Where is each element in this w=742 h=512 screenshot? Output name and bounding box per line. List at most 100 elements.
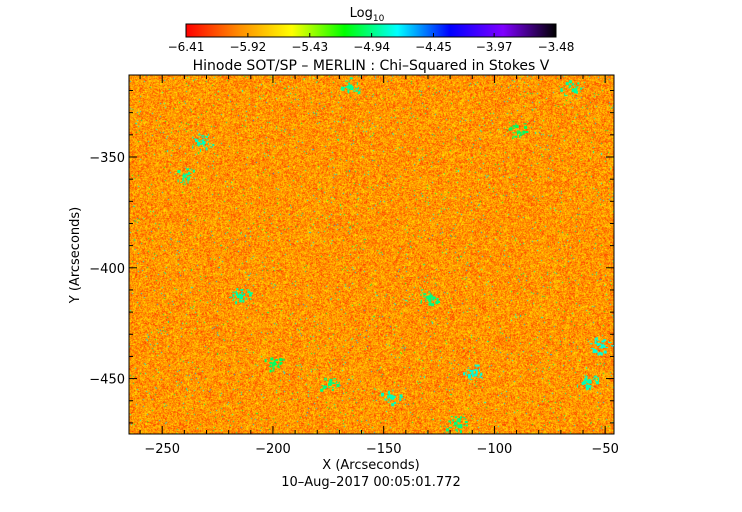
x-axis-label: X (Arcseconds)	[322, 458, 419, 473]
patch-speck	[471, 374, 475, 376]
patch-speck	[465, 424, 468, 427]
patch-speck	[381, 392, 384, 396]
patch-speck	[509, 127, 513, 131]
patch-speck	[277, 365, 280, 368]
patch-speck	[464, 421, 468, 423]
patch-speck	[349, 77, 353, 80]
patch-speck	[273, 360, 276, 363]
patch-speck	[606, 347, 608, 348]
patch-speck	[525, 131, 529, 133]
x-tick-label: −150	[366, 442, 402, 457]
patch	[508, 123, 529, 140]
patch-speck	[393, 397, 394, 400]
patch-speck	[608, 341, 609, 343]
patch-speck	[249, 292, 253, 295]
patch-speck	[564, 95, 568, 97]
patch-speck	[586, 387, 589, 390]
patch-speck	[464, 418, 467, 420]
patch-speck	[197, 142, 201, 145]
patch-speck	[594, 341, 597, 345]
patch-speck	[388, 397, 390, 399]
patch-speck	[430, 294, 433, 298]
patch-speck	[210, 143, 212, 145]
patch-speck	[238, 296, 240, 298]
colorbar-tick-label: −4.94	[353, 40, 390, 54]
patch-speck	[568, 86, 571, 88]
patch-speck	[454, 416, 457, 419]
patch-speck	[399, 397, 402, 401]
patch-speck	[271, 362, 274, 364]
patch-speck	[518, 131, 522, 134]
x-tick-label: −100	[477, 442, 513, 457]
patch	[444, 416, 468, 434]
patch-speck	[598, 343, 601, 345]
x-tick-label: −250	[144, 442, 180, 457]
plot-area: −250 −200 −150 −100 −50 −350 −400 −450	[89, 74, 619, 457]
patch-speck	[611, 345, 614, 347]
patch-speck	[438, 301, 440, 303]
heatmap-field	[129, 75, 614, 434]
patch-speck	[207, 142, 209, 145]
patch-speck	[272, 364, 274, 367]
patch-speck	[239, 295, 243, 298]
patch-speck	[589, 387, 591, 391]
patch-speck	[271, 370, 275, 372]
patch-speck	[444, 425, 446, 427]
patch-speck	[588, 381, 590, 384]
patch-speck	[232, 293, 235, 297]
patch-speck	[571, 83, 574, 86]
patch-speck	[349, 84, 352, 87]
patch-speck	[188, 176, 192, 178]
patch-speck	[387, 392, 390, 395]
patch-speck	[455, 428, 458, 431]
patch-speck	[246, 289, 250, 291]
patch-speck	[273, 367, 275, 370]
patch-speck	[328, 383, 330, 387]
patch-speck	[272, 362, 276, 365]
patch-speck	[240, 288, 244, 291]
axis-ticks: −250 −200 −150 −100 −50 −350 −400 −450	[89, 75, 619, 457]
patch-speck	[200, 148, 202, 152]
patch-speck	[241, 291, 244, 294]
patch-speck	[391, 395, 394, 397]
patch-speck	[192, 169, 195, 173]
patch-speck	[250, 298, 252, 300]
patch-speck	[467, 373, 471, 377]
patch-speck	[279, 362, 282, 365]
patch-speck	[576, 86, 579, 88]
patch-speck	[269, 369, 272, 373]
patch-speck	[474, 364, 477, 367]
patch-speck	[183, 173, 185, 176]
patch-speck	[510, 126, 512, 128]
patch-speck	[190, 168, 192, 171]
patch-speck	[589, 343, 593, 345]
patch-speck	[397, 403, 399, 404]
patch-speck	[351, 84, 353, 86]
patch-speck	[456, 420, 458, 424]
patch-speck	[232, 299, 234, 301]
patch-speck	[599, 347, 603, 349]
patch-speck	[184, 183, 186, 186]
patch-speck	[198, 143, 202, 145]
patch-speck	[601, 340, 605, 343]
patch-speck	[338, 381, 340, 385]
patch-speck	[355, 89, 358, 92]
patch-speck	[192, 136, 194, 139]
patch-speck	[512, 135, 514, 139]
patch-speck	[241, 295, 245, 296]
patch-speck	[200, 140, 201, 142]
patch-speck	[456, 424, 460, 426]
patch-speck	[469, 369, 473, 372]
patch-speck	[428, 302, 432, 306]
patch-speck	[457, 425, 461, 427]
patch-speck	[390, 396, 393, 399]
patch-speck	[240, 295, 241, 298]
patch-speck	[239, 299, 242, 303]
patch-speck	[595, 381, 599, 383]
patch-speck	[352, 90, 356, 92]
patch-speck	[348, 82, 351, 85]
patch-speck	[603, 345, 606, 349]
patch	[264, 357, 285, 373]
patch-speck	[197, 134, 201, 136]
patch-speck	[596, 377, 599, 379]
